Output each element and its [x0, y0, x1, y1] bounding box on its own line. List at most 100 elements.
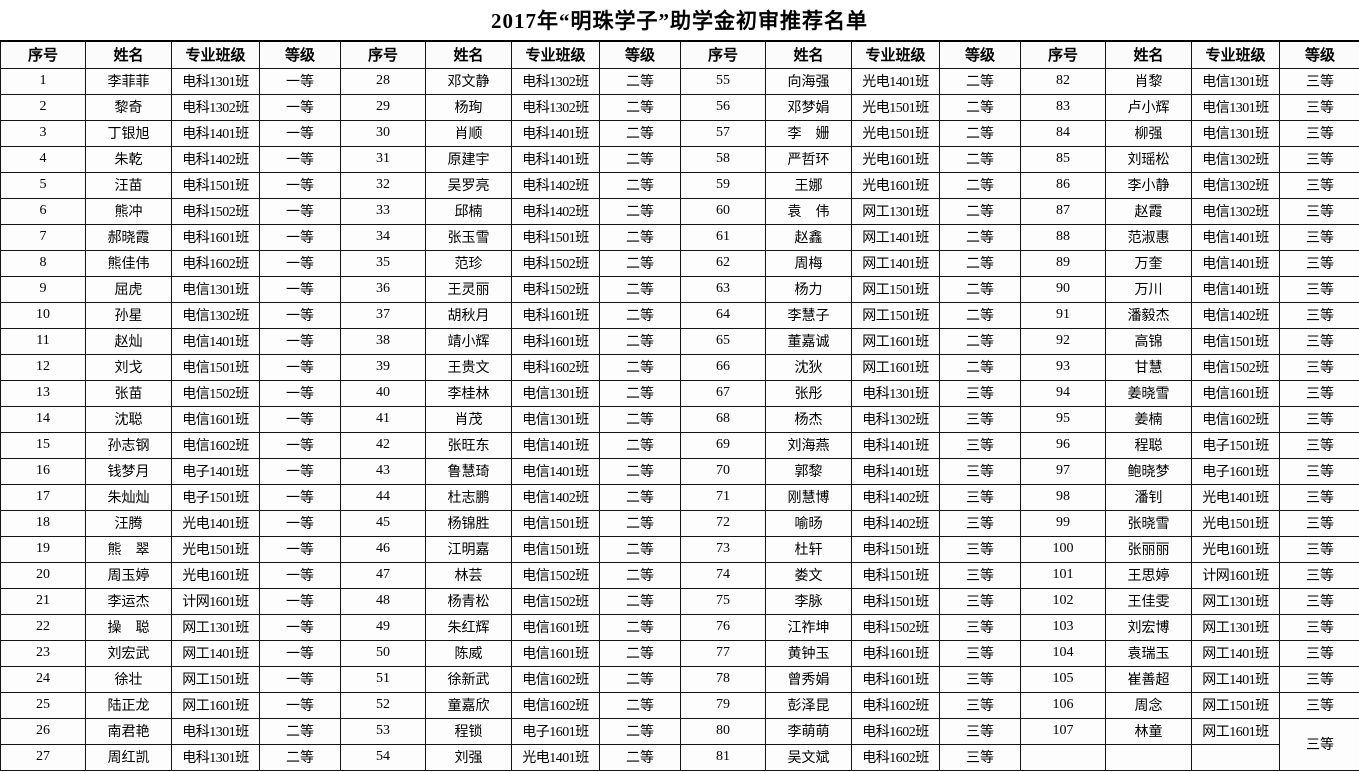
cell-class: 电信1601班 — [511, 639, 600, 667]
cell-grade: 三等 — [1279, 509, 1359, 537]
cell-grade: 二等 — [599, 665, 681, 693]
cell-no: 10 — [0, 301, 86, 329]
cell-class: 电信1502班 — [171, 379, 260, 407]
cell-no: 46 — [340, 535, 426, 563]
cell-class: 光电1501班 — [851, 93, 940, 121]
cell-no: 97 — [1020, 457, 1106, 485]
cell-no: 65 — [680, 327, 766, 355]
cell-name: 南君艳 — [85, 717, 172, 745]
cell-class: 电科1401班 — [511, 145, 600, 173]
cell-no: 85 — [1020, 145, 1106, 173]
cell-name: 张苗 — [85, 379, 172, 407]
cell-class: 电科1402班 — [851, 483, 940, 511]
cell-grade: 二等 — [599, 145, 681, 173]
cell-no: 62 — [680, 249, 766, 277]
cell-grade: 二等 — [939, 301, 1021, 329]
cell-no: 107 — [1020, 717, 1106, 745]
cell-class: 电子1501班 — [171, 483, 260, 511]
cell-no: 80 — [680, 717, 766, 745]
cell-class: 电信1501班 — [511, 509, 600, 537]
cell-name: 刚慧博 — [765, 483, 852, 511]
cell-no: 52 — [340, 691, 426, 719]
cell-grade: 一等 — [259, 301, 341, 329]
cell-no: 18 — [0, 509, 86, 537]
table-row: 5 汪苗 电科1501班 一等 32 吴罗亮 电科1402班 二等 59 王娜 光电1601班 二等 8… — [0, 171, 1359, 199]
cell-no: 2 — [0, 93, 86, 121]
cell-grade: 三等 — [1279, 457, 1359, 485]
cell-name: 杜志鹏 — [425, 483, 512, 511]
cell-class: 电信1602班 — [171, 431, 260, 459]
cell-grade: 二等 — [599, 639, 681, 667]
column-header-no: 序号 — [1020, 40, 1106, 69]
cell-class: 光电1501班 — [1191, 509, 1280, 537]
cell-grade: 三等 — [939, 405, 1021, 433]
cell-no: 79 — [680, 691, 766, 719]
cell-grade: 二等 — [939, 93, 1021, 121]
cell-class: 电信1501班 — [1191, 327, 1280, 355]
cell-grade: 三等 — [939, 639, 1021, 667]
cell-name: 董嘉诚 — [765, 327, 852, 355]
cell-no: 47 — [340, 561, 426, 589]
cell-no: 95 — [1020, 405, 1106, 433]
cell-grade: 二等 — [599, 353, 681, 381]
cell-name: 王灵丽 — [425, 275, 512, 303]
cell-name: 孙星 — [85, 301, 172, 329]
table-row: 19 熊 翠光电1501班 一等 46 江明嘉 电信1501班 二等 73 杜轩 电科1501班三… — [0, 535, 1359, 563]
cell-no: 63 — [680, 275, 766, 303]
cell-name: 姜楠 — [1105, 405, 1192, 433]
cell-no: 64 — [680, 301, 766, 329]
cell-class: 电科1302班 — [171, 93, 260, 121]
cell-no: 105 — [1020, 665, 1106, 693]
cell-grade: 三等 — [939, 483, 1021, 511]
cell-no: 38 — [340, 327, 426, 355]
cell-name: 李桂林 — [425, 379, 512, 407]
cell-name: 刘戈 — [85, 353, 172, 381]
cell-grade: 三等 — [1279, 145, 1359, 173]
cell-no: 55 — [680, 67, 766, 95]
cell-class: 电信1502班 — [1191, 353, 1280, 381]
cell-grade: 二等 — [939, 197, 1021, 225]
cell-grade: 三等 — [939, 613, 1021, 641]
cell-name: 喻旸 — [765, 509, 852, 537]
cell-name: 徐新武 — [425, 665, 512, 693]
cell-no: 89 — [1020, 249, 1106, 277]
cell-class: 网工1601班 — [1191, 717, 1280, 745]
cell-grade: 三等 — [1279, 379, 1359, 407]
cell-class: 电科1402班 — [171, 145, 260, 173]
cell-no: 11 — [0, 327, 86, 355]
cell-name: 周念 — [1105, 691, 1192, 719]
table-header: 序号 姓名 专业班级 等级 序号 姓名 专业班级 等级 序号 姓名 专业班级 等级 序号 姓名 专业班级 等级 — [0, 40, 1359, 69]
cell-name: 朱乾 — [85, 145, 172, 173]
cell-grade: 三等 — [1279, 483, 1359, 511]
cell-class: 电科1602班 — [851, 743, 940, 771]
cell-no: 90 — [1020, 275, 1106, 303]
cell-class: 电科1501班 — [851, 587, 940, 615]
cell-grade: 二等 — [599, 93, 681, 121]
table-row: 15 孙志钢 电信1602班 一等 42 张旺东 电信1401班 二等 69 刘海燕 电科1401班… — [0, 431, 1359, 459]
cell-no: 86 — [1020, 171, 1106, 199]
cell-grade: 二等 — [599, 743, 681, 771]
cell-no: 100 — [1020, 535, 1106, 563]
cell-no: 74 — [680, 561, 766, 589]
cell-class: 网工1601班 — [851, 327, 940, 355]
cell-grade: 二等 — [599, 483, 681, 511]
cell-name: 王娜 — [765, 171, 852, 199]
cell-name: 江明嘉 — [425, 535, 512, 563]
cell-class: 电信1302班 — [1191, 197, 1280, 225]
column-header-no: 序号 — [680, 40, 766, 69]
cell-grade: 一等 — [259, 93, 341, 121]
cell-name: 张玉雪 — [425, 223, 512, 251]
table-row: 23 刘宏武 网工1401班 一等 50 陈威 电信1601班 二等 77 黄钟玉 电科1601班三… — [0, 639, 1359, 667]
cell-no: 24 — [0, 665, 86, 693]
cell-grade: 三等 — [939, 535, 1021, 563]
column-header-name: 姓名 — [1105, 40, 1192, 69]
cell-class: 计网1601班 — [171, 587, 260, 615]
cell-no: 9 — [0, 275, 86, 303]
cell-empty — [1191, 743, 1280, 771]
cell-class: 电子1501班 — [1191, 431, 1280, 459]
cell-no: 60 — [680, 197, 766, 225]
cell-class: 电科1602班 — [851, 691, 940, 719]
cell-grade: 一等 — [259, 665, 341, 693]
cell-class: 电科1602班 — [171, 249, 260, 277]
cell-name: 汪腾 — [85, 509, 172, 537]
